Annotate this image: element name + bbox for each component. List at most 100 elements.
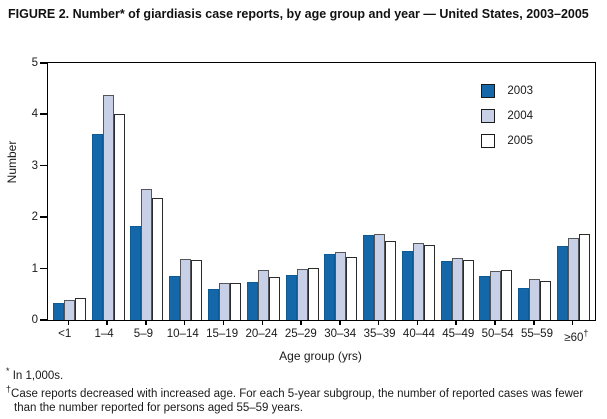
y-tick-label: 0 bbox=[31, 314, 38, 326]
x-axis-ticks bbox=[47, 320, 594, 325]
dagger-marker: † bbox=[6, 383, 12, 394]
x-tick-label: 40–44 bbox=[402, 328, 435, 340]
footnote-dagger: †Case reports decreased with increased a… bbox=[6, 384, 600, 416]
bar-2003 bbox=[324, 254, 336, 320]
bar-2005 bbox=[540, 281, 552, 320]
y-tick-mark bbox=[40, 267, 47, 270]
bar-2003 bbox=[285, 275, 297, 320]
y-tick-mark bbox=[40, 62, 47, 64]
x-tick-label: 35–39 bbox=[363, 328, 396, 340]
x-tick-label: 5–9 bbox=[133, 328, 153, 340]
bar-2003 bbox=[557, 245, 569, 320]
bar-2005 bbox=[346, 257, 358, 320]
bar-group bbox=[360, 63, 399, 320]
bar-2005 bbox=[191, 259, 203, 320]
bar-2003 bbox=[91, 133, 103, 320]
bar-group bbox=[438, 63, 477, 320]
x-tick-mark bbox=[165, 320, 204, 325]
x-tick-label: 10–14 bbox=[166, 328, 199, 340]
y-tick-mark bbox=[40, 113, 47, 115]
bar-2003 bbox=[401, 250, 413, 320]
bar-2003 bbox=[518, 288, 530, 320]
bar-group bbox=[50, 63, 89, 320]
bar-group bbox=[205, 63, 244, 320]
legend-item: 2004 bbox=[481, 109, 533, 123]
y-tick-label: 4 bbox=[31, 108, 38, 121]
footnote-dagger-text: Case reports decreased with increased ag… bbox=[11, 387, 584, 415]
x-tick-label: 50–54 bbox=[481, 328, 514, 340]
bar-2003 bbox=[440, 261, 452, 320]
x-tick-mark bbox=[49, 320, 88, 325]
x-tick-label: 45–49 bbox=[442, 328, 475, 340]
y-tick-label: 1 bbox=[31, 262, 38, 275]
legend-item: 2003 bbox=[481, 84, 533, 98]
bar-2004 bbox=[451, 258, 463, 320]
bar-2004 bbox=[63, 300, 75, 320]
x-tick-label: 15–19 bbox=[206, 328, 239, 340]
bar-2004 bbox=[219, 283, 231, 320]
legend-swatch-2003 bbox=[481, 84, 496, 98]
y-tick-label: 5 bbox=[31, 57, 38, 69]
legend: 2003 2004 2005 bbox=[479, 82, 535, 150]
x-tick-mark bbox=[476, 320, 515, 325]
x-tick-mark bbox=[514, 320, 553, 325]
x-tick-mark bbox=[88, 320, 127, 325]
bar-2005 bbox=[74, 298, 86, 320]
x-axis-title: Age group (yrs) bbox=[279, 349, 362, 363]
x-tick-label: 25–29 bbox=[284, 328, 317, 340]
asterisk-marker: * bbox=[6, 366, 10, 376]
bar-group bbox=[283, 63, 322, 320]
bar-2005 bbox=[230, 283, 242, 320]
legend-swatch-2005 bbox=[481, 134, 496, 148]
bar-2003 bbox=[479, 275, 491, 320]
x-tick-mark bbox=[243, 320, 282, 325]
bar-2004 bbox=[180, 259, 192, 320]
x-tick-mark bbox=[437, 320, 476, 325]
bar-2005 bbox=[462, 260, 474, 320]
y-tick-mark bbox=[40, 216, 47, 218]
bar-2004 bbox=[102, 95, 114, 320]
footnote-asterisk: * In 1,000s. bbox=[6, 366, 600, 384]
x-tick-mark bbox=[204, 320, 243, 325]
y-tick-mark bbox=[40, 319, 47, 321]
x-tick-label: 20–24 bbox=[245, 328, 278, 340]
x-tick-mark bbox=[320, 320, 359, 325]
bar-2005 bbox=[307, 267, 319, 320]
bar-2003 bbox=[169, 276, 181, 320]
legend-swatch-2004 bbox=[481, 109, 496, 123]
bar-2005 bbox=[501, 269, 513, 320]
bar-2004 bbox=[529, 279, 541, 320]
bar-group bbox=[554, 63, 593, 320]
bar-2004 bbox=[335, 252, 347, 320]
bar-2005 bbox=[113, 114, 125, 320]
bar-2005 bbox=[579, 233, 591, 320]
x-tick-label: ≥60† bbox=[564, 328, 589, 344]
bar-2005 bbox=[385, 240, 397, 320]
bar-2005 bbox=[423, 245, 435, 320]
bar-2003 bbox=[208, 289, 220, 320]
bar-2004 bbox=[568, 237, 580, 320]
x-axis-labels: <1 1–4 5–9 10–14 15–19 20–24 25–29 30–34 35–39 40… bbox=[43, 328, 598, 344]
figure-title: FIGURE 2. Number* of giardiasis case rep… bbox=[8, 7, 589, 21]
bar-group bbox=[321, 63, 360, 320]
bar-group bbox=[128, 63, 167, 320]
bar-2004 bbox=[374, 234, 386, 320]
x-tick-mark bbox=[398, 320, 437, 325]
footnote-asterisk-text: In 1,000s. bbox=[9, 369, 64, 382]
bar-group bbox=[244, 63, 283, 320]
x-tick-label: <1 bbox=[58, 328, 72, 340]
bar-2005 bbox=[268, 276, 280, 320]
x-tick-label: 30–34 bbox=[324, 328, 357, 340]
bar-group bbox=[399, 63, 438, 320]
bar-groups bbox=[48, 63, 595, 320]
legend-label: 2003 bbox=[507, 85, 533, 97]
bar-2004 bbox=[296, 268, 308, 320]
bar-2005 bbox=[152, 198, 164, 320]
bar-2004 bbox=[412, 243, 424, 320]
x-tick-label: 1–4 bbox=[94, 328, 114, 340]
x-tick-mark bbox=[127, 320, 166, 325]
legend-label: 2004 bbox=[507, 110, 533, 122]
bar-2004 bbox=[141, 188, 153, 320]
